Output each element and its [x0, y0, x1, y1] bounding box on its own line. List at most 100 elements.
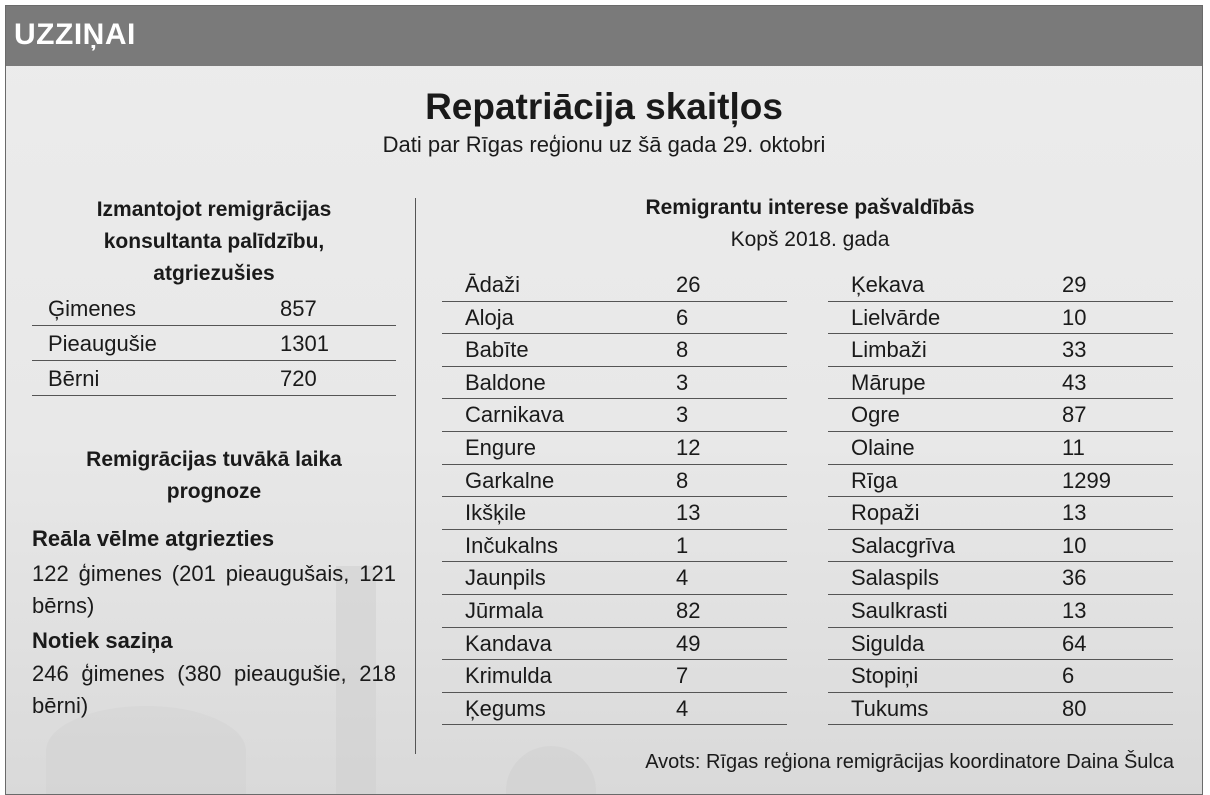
returned-heading-line: konsultanta palīdzību, [103, 230, 325, 253]
municipality-row: Ādaži 26 [442, 269, 787, 302]
municipality-count: 7 [676, 663, 689, 689]
municipality-name: Olaine [851, 434, 915, 460]
municipality-name: Kandava [465, 630, 552, 656]
municipality-row: Stopiņi 6 [828, 660, 1173, 693]
municipality-row: Ikšķile 13 [442, 497, 787, 530]
returned-heading: Izmantojot remigrācijas konsultanta palī… [32, 194, 396, 290]
municipality-name: Engure [465, 434, 536, 460]
municipality-name: Ķekava [851, 272, 925, 297]
municipality-name: Ogre [851, 402, 900, 428]
municipality-count: 13 [1062, 597, 1087, 623]
municipality-row: Jūrmala 82 [442, 595, 787, 628]
returned-heading-line: Izmantojot remigrācijas [96, 198, 332, 221]
background-photo [506, 746, 596, 794]
municipality-name: Inčukalns [465, 532, 558, 558]
municipality-count: 13 [1062, 500, 1087, 526]
municipality-count: 6 [676, 304, 689, 330]
forecast-heading: Remigrācijas tuvākā laika prognoze [32, 444, 396, 508]
contact-heading: Notiek saziņa [32, 628, 173, 653]
municipality-count: 26 [676, 272, 701, 297]
municipality-count: 13 [676, 500, 701, 526]
municipality-count: 36 [1062, 565, 1087, 591]
page-subtitle: Dati par Rīgas reģionu uz šā gada 29. ok… [382, 132, 826, 157]
municipality-name: Sigulda [851, 630, 925, 656]
municipality-count: 82 [676, 597, 701, 623]
municipality-name: Stopiņi [851, 663, 919, 689]
municipality-row: Ķekava 29 [828, 269, 1173, 302]
municipality-name: Aloja [465, 304, 514, 330]
municipality-count: 12 [676, 434, 701, 460]
background-photo [46, 706, 246, 794]
municipality-subheading: Kopš 2018. gada [730, 228, 890, 251]
returned-row-value: 857 [280, 296, 317, 321]
municipality-count: 6 [1062, 663, 1075, 689]
returned-table: Ģimenes 857 Pieaugušie 1301 Bērni 720 [32, 291, 396, 396]
municipality-row: Lielvārde 10 [828, 302, 1173, 335]
section-label-bar: UZZIŅAI [6, 6, 1202, 66]
municipality-count: 80 [1062, 695, 1087, 721]
municipality-name: Limbaži [851, 337, 927, 363]
municipality-row: Sigulda 64 [828, 628, 1173, 661]
returned-heading-line: atgriezušies [153, 262, 275, 285]
municipality-name: Ropaži [851, 500, 920, 526]
municipality-row: Ogre 87 [828, 399, 1173, 432]
municipality-row: Jaunpils 4 [442, 562, 787, 595]
municipality-row: Krimulda 7 [442, 660, 787, 693]
municipality-count: 11 [1062, 434, 1085, 460]
municipality-name: Garkalne [465, 467, 555, 493]
municipality-row: Aloja 6 [442, 302, 787, 335]
municipality-count: 8 [676, 337, 689, 363]
municipality-row: Limbaži 33 [828, 334, 1173, 367]
forecast-heading-line: Remigrācijas tuvākā laika [86, 448, 342, 471]
section-label: UZZIŅAI [14, 18, 136, 51]
returned-row: Pieaugušie 1301 [32, 326, 396, 361]
municipality-name: Saulkrasti [851, 597, 948, 623]
municipality-row: Olaine 11 [828, 432, 1173, 465]
municipality-count: 87 [1062, 402, 1087, 428]
municipality-count: 10 [1062, 304, 1087, 330]
municipality-row: Saulkrasti 13 [828, 595, 1173, 628]
municipality-row: Tukums 80 [828, 693, 1173, 726]
municipality-row: Baldone 3 [442, 367, 787, 400]
municipality-heading: Remigrantu interese pašvaldībās [645, 196, 975, 219]
municipality-name: Baldone [465, 369, 546, 395]
municipality-row: Kandava 49 [442, 628, 787, 661]
municipality-row: Inčukalns 1 [442, 530, 787, 563]
municipality-name: Salaspils [851, 565, 940, 591]
municipality-name: Lielvārde [851, 304, 941, 330]
municipality-row: Ķegums 4 [442, 693, 787, 726]
municipality-count: 43 [1062, 369, 1087, 395]
column-divider [415, 198, 416, 754]
returned-row-label: Bērni [48, 366, 100, 391]
municipality-row: Engure 12 [442, 432, 787, 465]
municipality-name: Carnikava [465, 402, 565, 428]
municipality-count: 8 [676, 467, 689, 493]
municipality-count: 4 [676, 565, 689, 591]
municipality-name: Mārupe [851, 369, 926, 395]
municipality-count: 64 [1062, 630, 1087, 656]
municipality-name: Babīte [465, 337, 529, 363]
municipality-name: Ķegums [465, 695, 546, 721]
returned-row-value: 720 [280, 366, 317, 391]
municipality-column-2: Ķekava 29 Lielvārde 10 Limbaži 33 Mārupe 43 Ogre… [828, 269, 1173, 726]
returned-row-value: 1301 [280, 331, 329, 356]
municipality-row: Ropaži 13 [828, 497, 1173, 530]
forecast-heading-line: prognoze [166, 480, 262, 503]
municipality-name: Rīga [851, 467, 898, 493]
infobox-frame: UZZIŅAI Repatriācija skaitļos Dati par R… [5, 5, 1203, 795]
page-title: Repatriācija skaitļos [425, 86, 783, 127]
municipality-count: 1 [676, 532, 689, 558]
municipality-name: Tukums [851, 695, 929, 721]
source-note: Avots: Rīgas reģiona remigrācijas koordi… [645, 751, 1174, 773]
municipality-count: 3 [676, 402, 689, 428]
real-intent-text: 122 ģimenes (201 pieaugušais, 121 bērns) [32, 561, 396, 618]
returned-row: Bērni 720 [32, 361, 396, 396]
returned-row-label: Ģimenes [48, 296, 137, 321]
municipality-count: 3 [676, 369, 689, 395]
returned-row: Ģimenes 857 [32, 291, 396, 326]
background-photo [336, 566, 376, 794]
municipality-row: Rīga 1299 [828, 465, 1173, 498]
municipality-count: 4 [676, 695, 689, 721]
municipality-column-1: Ādaži 26 Aloja 6 Babīte 8 Baldone 3 Carnikava 3 En… [442, 269, 787, 726]
municipality-count: 10 [1062, 532, 1087, 558]
